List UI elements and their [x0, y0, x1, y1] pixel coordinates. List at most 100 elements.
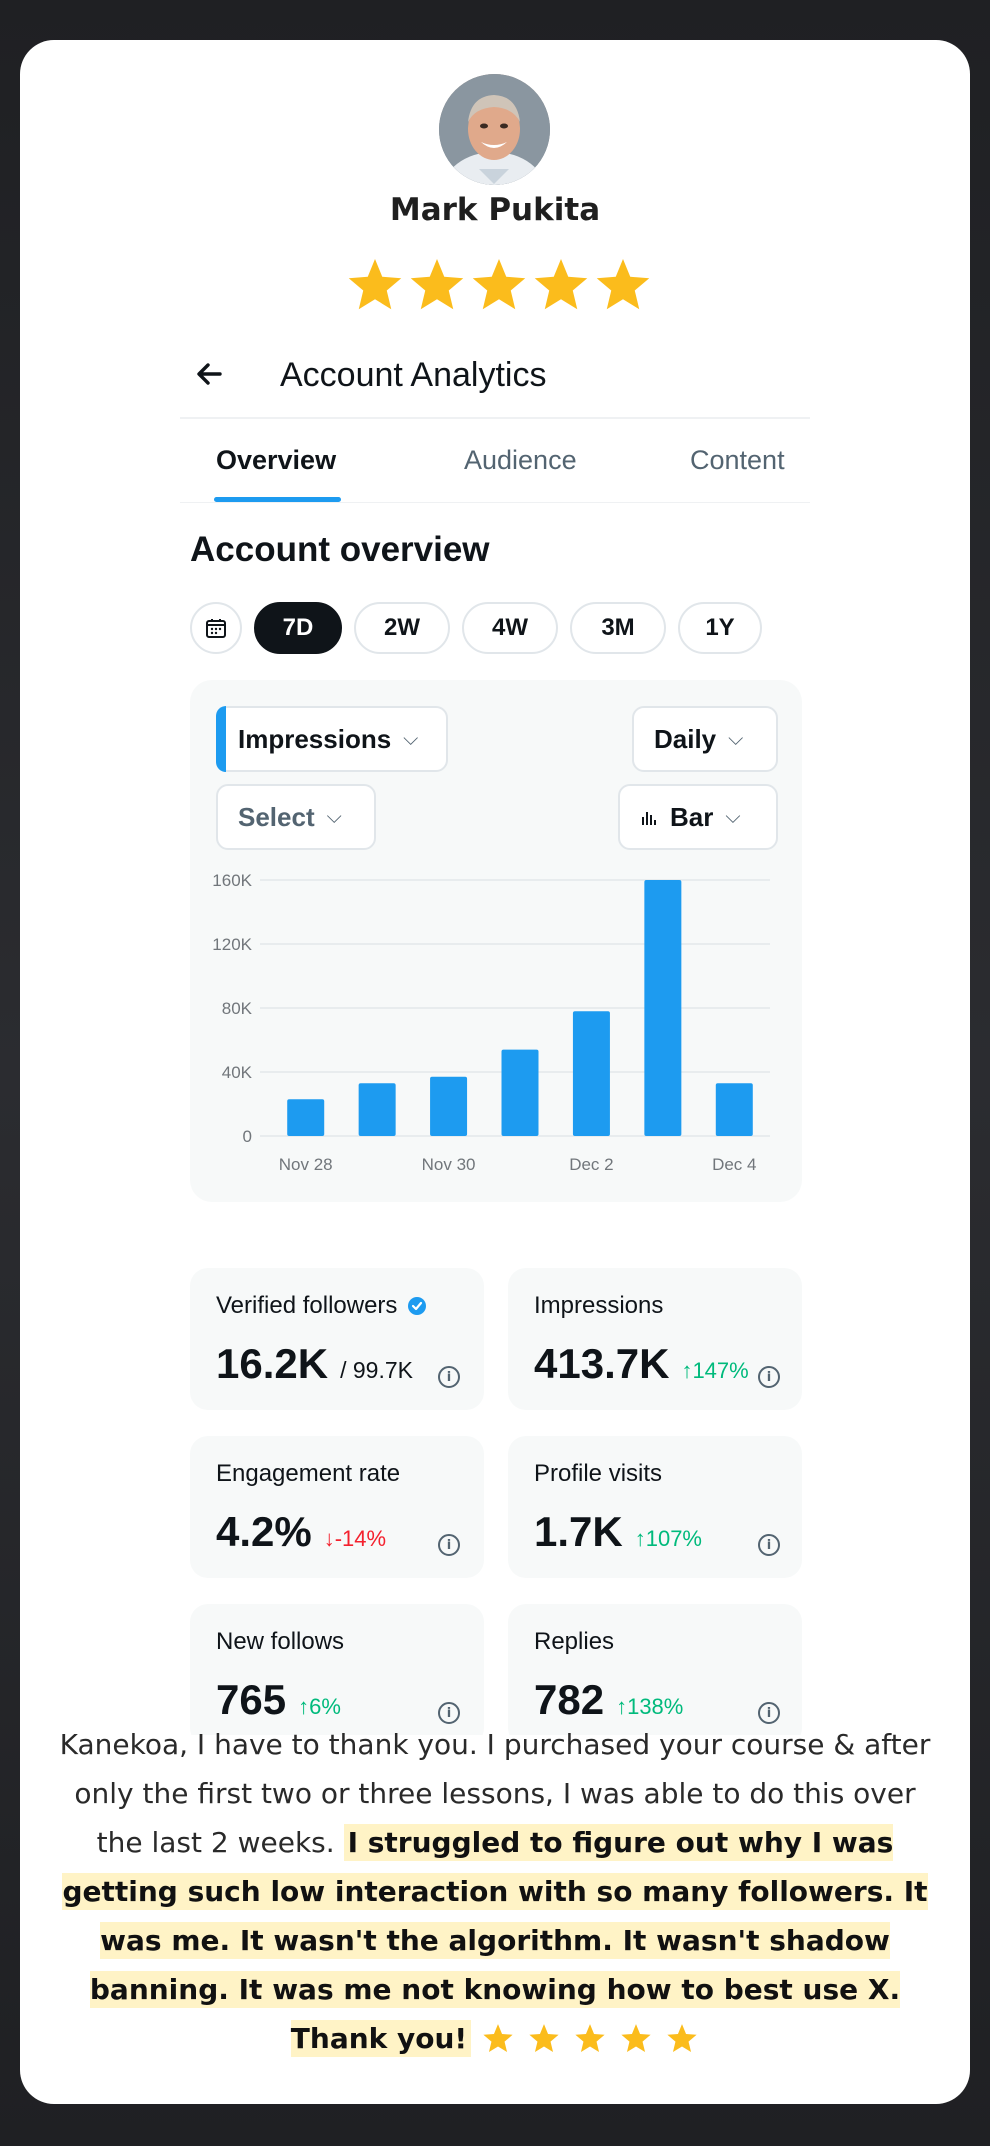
- x-tick-label: Nov 30: [422, 1155, 476, 1174]
- stat-label: Profile visits: [534, 1460, 662, 1488]
- metric-dropdown-label: Impressions: [238, 723, 392, 754]
- info-icon[interactable]: i: [438, 1702, 460, 1724]
- stat-label: New follows: [216, 1628, 344, 1656]
- review-plain-text: Kanekoa, I have to thank you. I purchase…: [59, 1728, 931, 1859]
- info-icon[interactable]: i: [758, 1702, 780, 1724]
- stat-change: ↓-14%: [323, 1526, 387, 1551]
- stat-label: Engagement rate: [216, 1460, 400, 1488]
- dropdown-accent: [216, 706, 226, 772]
- stat-label-text: Verified followers: [216, 1292, 398, 1319]
- page-title: Account Analytics: [280, 356, 547, 394]
- compare-dropdown[interactable]: Select ⌵: [216, 784, 376, 850]
- y-tick-label: 80K: [222, 999, 253, 1018]
- chart-bar[interactable]: [572, 1011, 610, 1136]
- stat-value-row: 782 ↑138%: [534, 1676, 683, 1724]
- range-2w[interactable]: 2W: [354, 602, 450, 654]
- stat-label-text: Engagement rate: [216, 1460, 401, 1487]
- stat-change: ↑107%: [634, 1526, 702, 1551]
- range-4w[interactable]: 4W: [462, 602, 558, 654]
- tab-content[interactable]: Content: [690, 445, 785, 475]
- range-7d[interactable]: 7D: [254, 602, 342, 654]
- stat-label: Impressions: [534, 1292, 663, 1320]
- stat-value-row: 16.2K / 99.7K: [216, 1340, 413, 1388]
- range-1y[interactable]: 1Y: [678, 602, 762, 654]
- chart-panel: Impressions ⌵ Daily ⌵ Select ⌵ Bar ⌵ 0 40…: [190, 680, 802, 1202]
- testimonial-card: Mark Pukita Account Analytics Overview A…: [20, 40, 970, 2104]
- stat-label-text: Replies: [534, 1628, 615, 1655]
- calendar-icon[interactable]: [190, 602, 242, 654]
- stat-card[interactable]: Replies 782 ↑138% i: [508, 1604, 802, 1735]
- chart-bar[interactable]: [358, 1083, 396, 1136]
- chevron-down-icon: ⌵: [728, 727, 744, 750]
- stat-card[interactable]: Impressions 413.7K ↑147% i: [508, 1268, 802, 1410]
- y-tick-label: 0: [243, 1127, 252, 1146]
- stat-value-row: 765 ↑6%: [216, 1676, 341, 1724]
- tab-overview[interactable]: Overview: [216, 445, 337, 475]
- divider: [180, 502, 810, 503]
- review-text: Kanekoa, I have to thank you. I purchase…: [50, 1720, 940, 2063]
- stat-card[interactable]: Profile visits 1.7K ↑107% i: [508, 1436, 802, 1578]
- compare-dropdown-label: Select: [238, 801, 315, 832]
- stat-card[interactable]: New follows 765 ↑6% i: [190, 1604, 484, 1735]
- x-tick-label: Nov 28: [279, 1155, 333, 1174]
- star-icon: [529, 2024, 559, 2053]
- stat-label: Verified followers: [216, 1292, 427, 1320]
- stat-value: 765: [216, 1676, 287, 1723]
- info-icon[interactable]: i: [758, 1534, 780, 1556]
- verified-badge-icon: [408, 1297, 427, 1315]
- inline-rating-stars: [481, 2022, 699, 2054]
- stat-value: 413.7K: [534, 1340, 670, 1387]
- stat-change: ↑6%: [298, 1694, 341, 1719]
- tab-audience[interactable]: Audience: [464, 445, 577, 475]
- section-title: Account overview: [190, 530, 490, 569]
- stat-value-row: 1.7K ↑107%: [534, 1508, 702, 1556]
- star-icon: [667, 2024, 697, 2053]
- chevron-down-icon: ⌵: [403, 727, 419, 750]
- range-3m[interactable]: 3M: [570, 602, 666, 654]
- stat-card[interactable]: Verified followers 16.2K / 99.7K i: [190, 1268, 484, 1410]
- x-tick-label: Dec 4: [712, 1155, 756, 1174]
- divider: [180, 417, 810, 419]
- y-tick-label: 40K: [222, 1063, 253, 1082]
- stat-value: 782: [534, 1676, 605, 1723]
- info-icon[interactable]: i: [438, 1366, 460, 1388]
- interval-dropdown[interactable]: Daily ⌵: [632, 706, 778, 772]
- star-icon: [410, 259, 464, 310]
- star-icon: [483, 2024, 513, 2053]
- star-icon: [621, 2024, 651, 2053]
- star-icon: [596, 259, 650, 310]
- reviewer-name: Mark Pukita: [389, 192, 601, 228]
- star-icon: [472, 259, 526, 310]
- stat-value: 1.7K: [534, 1508, 623, 1555]
- metric-dropdown[interactable]: Impressions ⌵: [216, 706, 448, 772]
- stat-label: Replies: [534, 1628, 614, 1656]
- chart-bar[interactable]: [430, 1076, 468, 1136]
- chart-bar[interactable]: [644, 880, 682, 1136]
- info-icon[interactable]: i: [758, 1366, 780, 1388]
- chart-type-dropdown[interactable]: Bar ⌵: [618, 784, 778, 850]
- top-bar: Account Analytics: [180, 340, 820, 458]
- stat-value: 4.2%: [216, 1508, 312, 1555]
- stat-subvalue: / 99.7K: [340, 1357, 413, 1383]
- avatar: [439, 74, 550, 185]
- y-tick-label: 120K: [212, 935, 252, 954]
- star-icon: [348, 259, 402, 310]
- info-icon[interactable]: i: [438, 1534, 460, 1556]
- chevron-down-icon: ⌵: [725, 805, 741, 828]
- stat-label-text: Profile visits: [534, 1460, 663, 1487]
- back-arrow-icon[interactable]: [190, 354, 230, 394]
- stat-card[interactable]: Engagement rate 4.2% ↓-14% i: [190, 1436, 484, 1578]
- active-tab-indicator: [214, 497, 341, 502]
- stat-value-row: 4.2% ↓-14%: [216, 1508, 386, 1556]
- star-icon: [575, 2024, 605, 2053]
- chart-bar[interactable]: [287, 1099, 325, 1136]
- stat-value: 16.2K: [216, 1340, 329, 1387]
- rating-stars: [345, 255, 653, 313]
- bar-chart-icon: [640, 808, 658, 826]
- y-tick-label: 160K: [212, 871, 252, 890]
- stat-label-text: New follows: [216, 1628, 345, 1655]
- chart-bar[interactable]: [501, 1049, 539, 1136]
- interval-dropdown-label: Daily: [654, 723, 717, 754]
- chart-bar[interactable]: [715, 1083, 753, 1136]
- stat-label-text: Impressions: [534, 1292, 664, 1319]
